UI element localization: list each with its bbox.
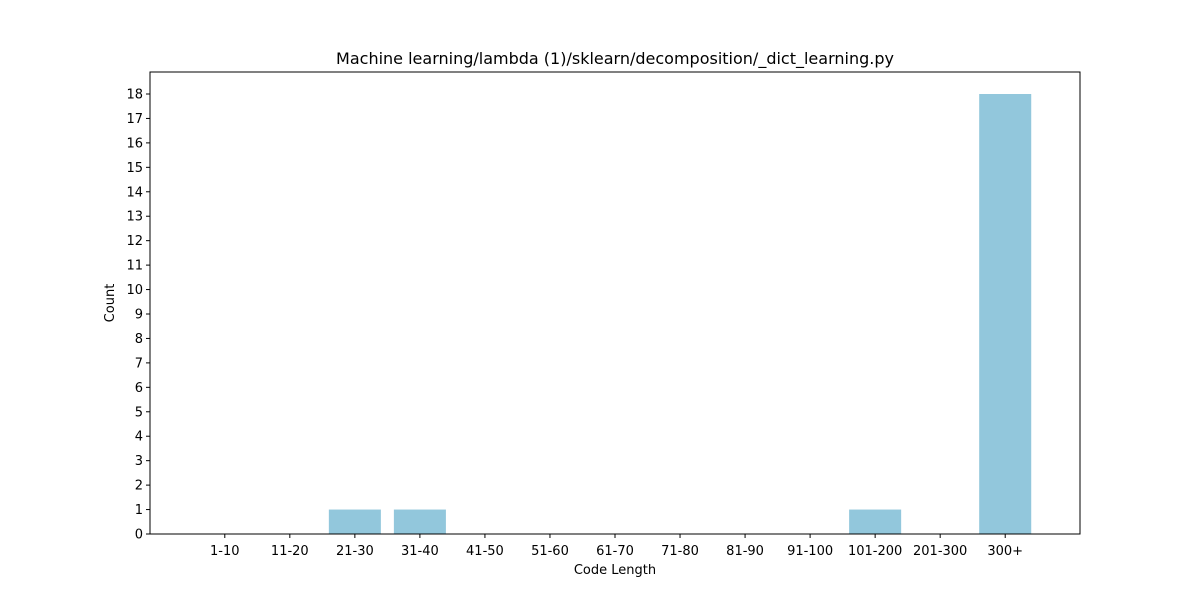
y-tick-label: 6 [135, 381, 143, 396]
bar-300+ [979, 94, 1032, 534]
bar-31-40 [393, 509, 446, 534]
y-tick-label: 12 [126, 234, 143, 249]
y-tick-label: 4 [135, 430, 143, 445]
x-tick-label: 51-60 [531, 544, 569, 559]
y-tick-label: 13 [126, 210, 143, 225]
plot-frame [149, 71, 1081, 535]
y-axis-label: Count [103, 284, 118, 323]
x-tick-label: 41-50 [466, 544, 504, 559]
x-tick-label: 300+ [987, 544, 1023, 559]
y-tick-label: 17 [126, 112, 143, 127]
x-tick-label: 71-80 [661, 544, 699, 559]
bar-101-200 [849, 509, 902, 534]
x-tick-label: 101-200 [848, 544, 902, 559]
y-tick-label: 15 [126, 161, 143, 176]
x-tick-label: 31-40 [401, 544, 439, 559]
y-tick-label: 5 [135, 405, 143, 420]
y-tick-label: 0 [135, 528, 143, 543]
x-tick-label: 11-20 [271, 544, 309, 559]
bar-21-30 [328, 509, 381, 534]
y-tick-label: 1 [135, 503, 143, 518]
y-tick-label: 11 [126, 259, 143, 274]
bars-group [328, 94, 1032, 534]
x-tick-label: 21-30 [336, 544, 374, 559]
y-tick-label: 9 [135, 308, 143, 323]
y-tick-label: 18 [126, 88, 143, 103]
x-tick-label: 91-100 [787, 544, 833, 559]
y-tick-label: 14 [126, 185, 143, 200]
y-tick-label: 3 [135, 454, 143, 469]
y-tick-label: 8 [135, 332, 143, 347]
chart-title: Machine learning/lambda (1)/sklearn/deco… [336, 49, 894, 69]
x-tick-label: 201-300 [913, 544, 967, 559]
y-tick-label: 10 [126, 283, 143, 298]
x-axis: 1-10 11-20 21-30 31-40 41-50 51-60 61-70 71-80 8… [210, 534, 1023, 559]
x-tick-label: 81-90 [726, 544, 764, 559]
y-tick-label: 16 [126, 136, 143, 151]
y-tick-label: 2 [135, 479, 143, 494]
y-tick-label: 7 [135, 356, 143, 371]
x-axis-label: Code Length [574, 563, 656, 578]
x-tick-label: 61-70 [596, 544, 634, 559]
x-tick-label: 1-10 [210, 544, 240, 559]
